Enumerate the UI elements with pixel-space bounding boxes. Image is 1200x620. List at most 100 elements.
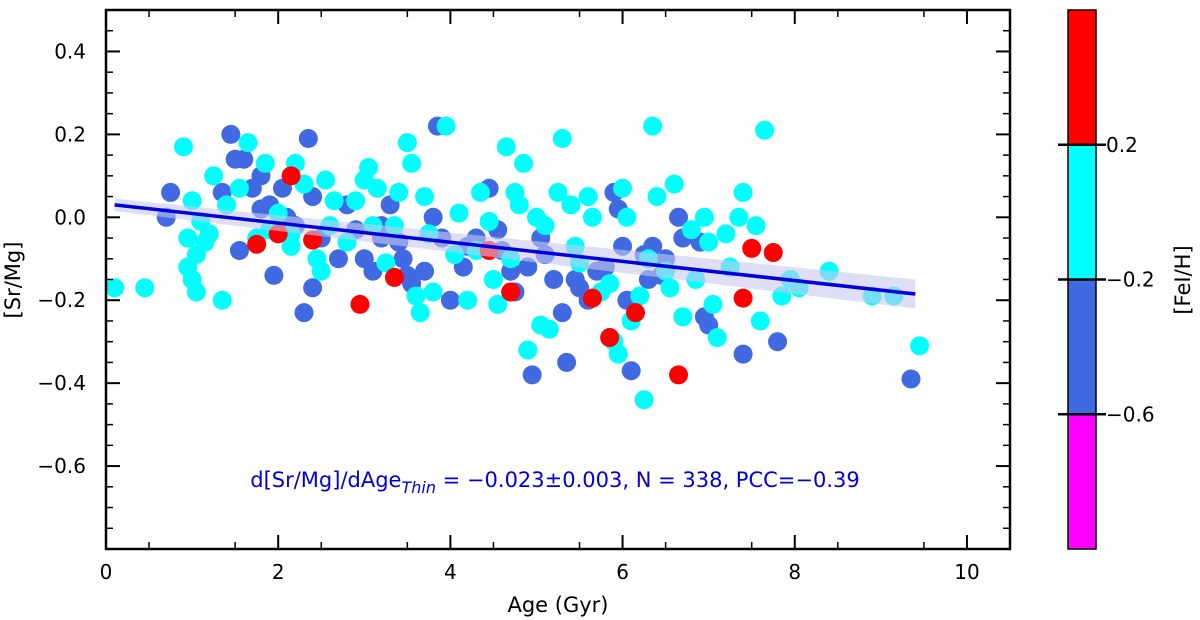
y-tick-label: 0.0 xyxy=(54,205,86,229)
data-point xyxy=(186,282,206,302)
data-point xyxy=(570,278,590,298)
data-point xyxy=(552,129,572,149)
data-point xyxy=(389,182,409,202)
plot-area xyxy=(105,116,930,410)
data-point xyxy=(544,270,564,289)
data-point xyxy=(359,158,379,178)
regression-annotation: d[Sr/Mg]/dAgeThin = −0.023±0.003, N = 33… xyxy=(250,468,860,497)
data-point xyxy=(471,182,491,202)
data-point xyxy=(238,133,258,153)
y-axis-label: [Sr/Mg] xyxy=(1,242,25,319)
data-point xyxy=(281,236,301,256)
data-point xyxy=(729,207,749,227)
x-tick-label: 6 xyxy=(616,560,629,584)
y-tick-label: −0.4 xyxy=(37,371,86,395)
colorbar-segment xyxy=(1068,10,1096,145)
data-point xyxy=(436,116,456,136)
data-point xyxy=(768,332,788,352)
data-point xyxy=(410,303,430,323)
colorbar-label: [FeI/H] xyxy=(1171,245,1195,314)
data-point xyxy=(621,361,641,381)
x-tick-label: 0 xyxy=(100,560,113,584)
data-point xyxy=(195,232,215,252)
y-tick-label: 0.4 xyxy=(54,39,86,63)
data-point xyxy=(901,369,921,389)
data-point xyxy=(660,278,680,298)
data-point xyxy=(488,294,508,314)
x-axis-label: Age (Gyr) xyxy=(507,593,608,617)
data-point xyxy=(311,261,331,281)
data-point xyxy=(694,207,714,227)
data-point xyxy=(548,182,568,202)
y-tick-label: −0.2 xyxy=(37,288,86,312)
colorbar-segment xyxy=(1068,144,1096,280)
data-point xyxy=(178,257,198,277)
data-point xyxy=(578,187,598,207)
colorbar-tick-label: −0.2 xyxy=(1106,268,1155,292)
data-point xyxy=(264,265,284,285)
data-point xyxy=(746,216,766,236)
data-point xyxy=(161,182,181,202)
data-point xyxy=(514,153,534,173)
data-point xyxy=(423,282,443,302)
data-point xyxy=(634,390,654,410)
y-tick-label: −0.6 xyxy=(37,454,86,478)
data-point xyxy=(229,240,249,260)
data-point xyxy=(346,191,366,211)
data-point xyxy=(415,187,435,207)
data-point xyxy=(458,290,478,310)
data-point xyxy=(910,336,930,356)
data-point xyxy=(397,133,417,153)
data-point xyxy=(384,267,404,287)
colorbar-tick-label: −0.6 xyxy=(1106,402,1155,426)
colorbar-segment xyxy=(1068,414,1096,549)
data-point xyxy=(505,182,525,202)
data-point xyxy=(328,249,348,269)
axis-ticks: 0 2 4 6 8 10 −0.6 −0.4 −0.2 0.0 0.2 0.4 xyxy=(37,9,1010,584)
data-point xyxy=(501,282,521,302)
data-point xyxy=(617,207,637,227)
data-point xyxy=(135,278,155,298)
data-point xyxy=(630,286,650,306)
data-point xyxy=(479,211,499,231)
x-tick-label: 8 xyxy=(788,560,801,584)
data-point xyxy=(750,311,770,331)
data-point xyxy=(393,249,413,269)
data-point xyxy=(204,166,224,186)
data-point xyxy=(105,278,125,298)
data-point xyxy=(406,286,426,306)
data-point xyxy=(518,340,538,360)
data-point xyxy=(699,232,719,252)
data-point xyxy=(294,303,314,323)
data-point xyxy=(703,294,723,314)
data-point xyxy=(367,178,387,198)
data-point xyxy=(600,328,620,348)
data-point xyxy=(552,303,572,323)
x-tick-label: 10 xyxy=(954,560,979,584)
data-point xyxy=(483,270,503,289)
data-point xyxy=(402,153,422,173)
data-point xyxy=(733,344,753,364)
data-point xyxy=(643,116,663,136)
data-point xyxy=(600,274,620,294)
data-point xyxy=(212,290,232,310)
data-point xyxy=(608,344,628,364)
data-point xyxy=(415,261,435,281)
data-point xyxy=(316,170,336,190)
data-point xyxy=(350,294,370,314)
x-tick-label: 2 xyxy=(272,560,285,584)
data-point xyxy=(449,203,469,223)
data-point xyxy=(681,220,701,240)
data-point xyxy=(673,307,693,327)
annotation-subscript: Thin xyxy=(401,478,436,497)
data-point xyxy=(247,234,267,254)
data-point xyxy=(376,253,396,273)
data-point xyxy=(582,288,602,308)
data-point xyxy=(522,365,542,385)
data-point xyxy=(707,328,727,348)
data-point xyxy=(582,207,602,227)
data-point xyxy=(755,120,775,140)
data-point xyxy=(229,178,249,198)
data-point xyxy=(763,243,783,263)
data-point xyxy=(561,195,581,215)
